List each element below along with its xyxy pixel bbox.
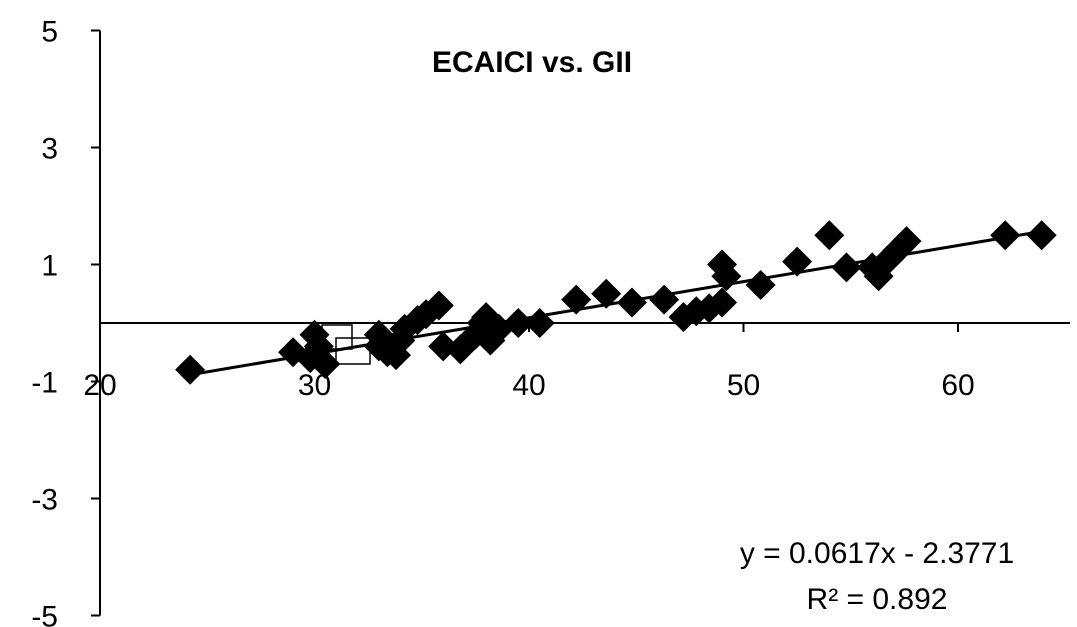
trendline-equation: y = 0.0617x - 2.3771 (740, 537, 1014, 570)
data-points (175, 220, 1057, 385)
data-point (649, 284, 680, 315)
data-point (990, 220, 1021, 251)
r-squared-label: R² = 0.892 (807, 583, 948, 616)
data-point (310, 348, 341, 379)
x-tick-label: 20 (83, 369, 116, 402)
data-point (524, 308, 555, 338)
trendline (189, 229, 1042, 377)
data-point (707, 287, 738, 318)
x-tick-label: 50 (727, 369, 760, 402)
y-tick-label: 3 (41, 133, 58, 166)
y-tick-label: 5 (41, 16, 58, 49)
data-point (503, 308, 534, 338)
data-point (175, 354, 206, 385)
chart-title: ECAICI vs. GII (432, 46, 632, 79)
x-tick-label: 60 (941, 369, 974, 402)
data-point (1026, 220, 1057, 251)
tick-labels: 531-1-3-520 30 40 50 60 (31, 16, 974, 627)
y-tick-label: -3 (31, 484, 58, 517)
data-point (814, 220, 845, 251)
x-tick-label: 40 (512, 369, 545, 402)
data-point (745, 269, 776, 300)
legend-stub (335, 337, 371, 365)
data-point (831, 252, 862, 283)
y-tick-label: -5 (31, 601, 58, 627)
data-point (891, 226, 922, 257)
axes (91, 29, 1070, 617)
y-tick-label: -1 (31, 367, 58, 400)
data-point (423, 290, 454, 321)
data-point (591, 278, 622, 309)
data-point (782, 246, 813, 277)
data-point (616, 287, 647, 318)
y-tick-label: 1 (41, 250, 58, 283)
data-point (299, 319, 330, 350)
